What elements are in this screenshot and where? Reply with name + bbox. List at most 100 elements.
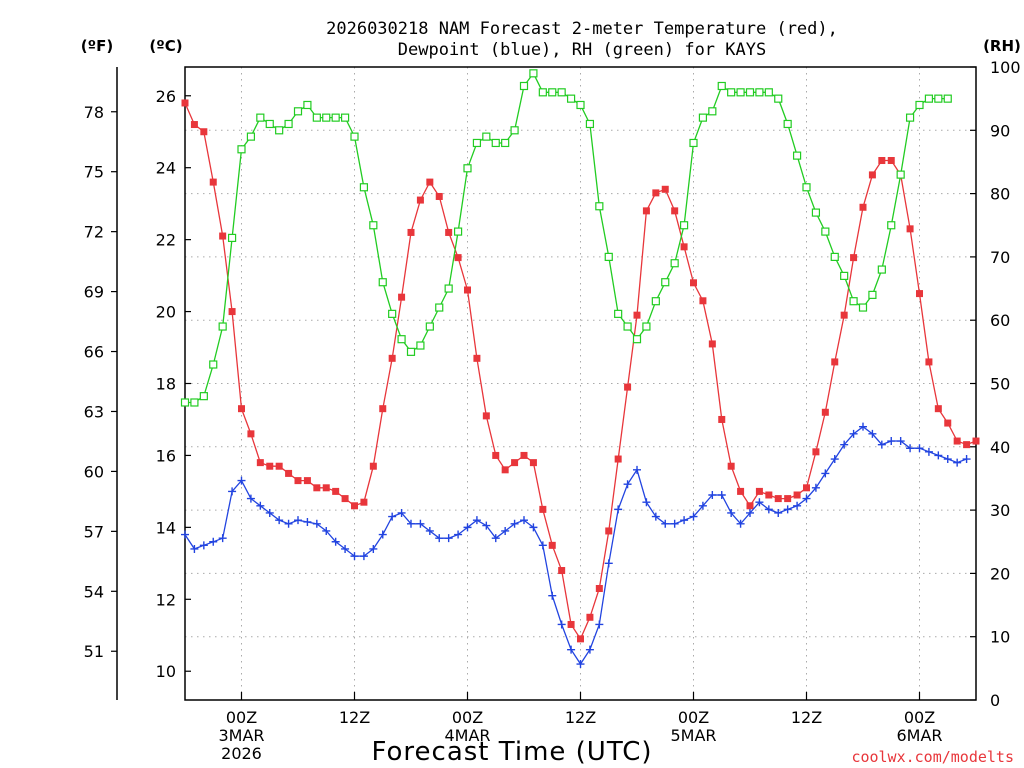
2-meter-temperature-point	[511, 459, 519, 467]
relative-humidity-point	[774, 94, 783, 103]
dewpoint-point	[633, 465, 641, 474]
rh-tick-label: 50	[990, 375, 1010, 394]
2-meter-temperature-point	[803, 484, 810, 492]
relative-humidity-point	[538, 88, 547, 97]
relative-humidity-point	[435, 303, 444, 312]
2-meter-temperature-point	[351, 502, 358, 510]
dewpoint-point	[322, 526, 331, 535]
2-meter-temperature-point	[642, 207, 650, 215]
x-tick-label: 00Z	[678, 708, 709, 727]
2-meter-temperature-point	[228, 308, 236, 316]
x-tick-label: 4MAR	[444, 726, 490, 745]
2-meter-temperature-point	[944, 419, 952, 427]
celsius-tick-label: 14	[156, 518, 176, 537]
relative-humidity-point	[623, 322, 632, 331]
dewpoint-point	[717, 490, 726, 499]
x-tick-label: 00Z	[452, 708, 483, 727]
relative-humidity-point	[905, 113, 915, 122]
x-tick-label: 2026	[221, 744, 262, 763]
credit-link[interactable]: coolwx.com/modelts	[851, 748, 1014, 766]
2-meter-temperature-point	[784, 495, 792, 503]
relative-humidity-point	[689, 138, 698, 148]
dewpoint-point	[962, 455, 971, 464]
dewpoint-point	[736, 519, 745, 528]
x-tick-label: 00Z	[226, 708, 257, 727]
dewpoint-point	[915, 444, 924, 453]
2-meter-temperature-point	[577, 635, 584, 643]
relative-humidity-point	[877, 265, 886, 274]
dewpoint-point	[397, 508, 406, 517]
2-meter-temperature-point	[953, 437, 961, 445]
relative-humidity-point	[444, 284, 453, 293]
2-meter-temperature-point	[539, 505, 547, 513]
relative-humidity-point	[858, 303, 868, 312]
celsius-unit-label: (ºC)	[149, 37, 182, 55]
relative-humidity-point	[350, 132, 359, 141]
2-meter-temperature-point	[831, 358, 839, 366]
x-tick-label: 12Z	[339, 708, 370, 727]
relative-humidity-point	[180, 398, 190, 407]
2-meter-temperature-point	[916, 290, 923, 298]
dewpoint-point	[868, 429, 877, 438]
dewpoint-point	[567, 645, 576, 654]
2-meter-temperature-point	[925, 358, 933, 366]
relative-humidity-point	[576, 100, 585, 110]
dewpoint-point	[199, 541, 208, 550]
relative-humidity-point	[792, 151, 802, 160]
2-meter-temperature-point	[878, 157, 886, 165]
dewpoint-point	[548, 591, 557, 600]
dewpoint-point	[228, 487, 237, 496]
dewpoint-point	[303, 517, 312, 526]
relative-humidity-point	[708, 107, 717, 116]
dewpoint-point	[284, 519, 293, 528]
2-meter-temperature-point	[548, 541, 556, 549]
relative-humidity-point	[491, 138, 500, 148]
relative-humidity-point	[510, 126, 519, 135]
relative-humidity-point	[209, 360, 218, 369]
dewpoint-point	[727, 508, 736, 517]
dewpoint-point	[557, 620, 566, 629]
relative-humidity-point	[783, 119, 792, 129]
chart-title: 2026030218 NAM Forecast 2-meter Temperat…	[326, 19, 838, 60]
gridlines	[185, 67, 976, 700]
dewpoint-point	[614, 505, 623, 514]
relative-humidity-point	[482, 132, 491, 141]
2-meter-temperature-point	[821, 408, 829, 416]
dewpoint-point	[821, 469, 830, 478]
2-meter-temperature-point	[690, 279, 697, 287]
2-meter-temperature-point	[614, 455, 622, 463]
2-meter-temperature-point	[605, 527, 613, 535]
dewpoint-point	[350, 552, 359, 561]
rh-unit-label: (RH)	[983, 37, 1021, 55]
dewpoint-point	[463, 523, 472, 532]
dewpoint-point	[680, 516, 689, 525]
relative-humidity-point	[529, 69, 538, 78]
relative-humidity-point	[378, 278, 387, 287]
dewpoint-point	[388, 512, 397, 521]
rh-tick-label: 40	[990, 438, 1010, 457]
dewpoint-point	[218, 534, 227, 543]
dewpoint-point	[924, 447, 933, 456]
dewpoint-point	[265, 508, 274, 517]
2-meter-temperature-point	[275, 462, 283, 470]
dewpoint-point	[209, 537, 218, 546]
2-meter-temperature-point	[661, 185, 669, 193]
celsius-tick-label: 16	[156, 446, 176, 465]
2-meter-temperature-point	[445, 228, 453, 236]
dewpoint-point	[953, 458, 962, 467]
relative-humidity-point	[237, 145, 246, 154]
rh-tick-label: 0	[990, 691, 1000, 710]
dewpoint-point	[520, 516, 528, 525]
2-meter-temperature-point	[464, 286, 471, 294]
2-meter-temperature-point	[256, 459, 264, 467]
2-meter-temperature-point	[793, 491, 801, 499]
relative-humidity-point	[359, 183, 369, 192]
title-line-1: 2026030218 NAM Forecast 2-meter Temperat…	[326, 19, 838, 39]
2-meter-temperature-point	[765, 491, 773, 499]
2-meter-temperature-series	[181, 99, 980, 643]
rh-tick-label: 100	[990, 58, 1021, 77]
data-series	[180, 69, 980, 669]
fahrenheit-tick-label: 63	[84, 402, 104, 421]
dewpoint-series	[181, 422, 971, 669]
fahrenheit-tick-label: 69	[84, 283, 104, 302]
